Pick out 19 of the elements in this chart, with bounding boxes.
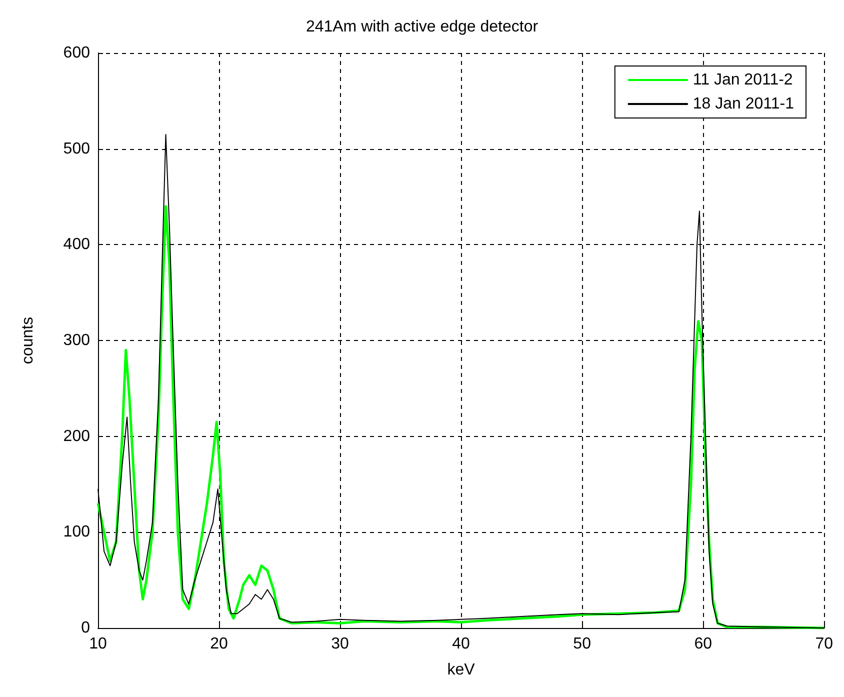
legend-label: 11 Jan 2011-2 — [692, 72, 793, 88]
x-tick-label: 10 — [89, 636, 107, 652]
x-tick-label: 30 — [331, 636, 350, 652]
y-tick-label: 500 — [63, 140, 90, 158]
x-tick-label: 20 — [210, 636, 228, 652]
x-tick-label: 70 — [815, 636, 834, 652]
y-axis-title: counts — [20, 316, 36, 364]
x-tick-label: 50 — [573, 636, 592, 652]
chart-title: 241Am with active edge detector — [306, 18, 539, 36]
y-tick-label: 600 — [63, 44, 90, 62]
y-tick-label: 200 — [63, 428, 90, 445]
y-tick-label: 100 — [63, 524, 90, 541]
y-tick-label: 300 — [63, 332, 90, 349]
x-axis-title: keV — [447, 662, 476, 678]
legend-label: 18 Jan 2011-1 — [692, 96, 794, 112]
x-tick-label: 40 — [452, 636, 470, 652]
y-tick-label: 400 — [63, 236, 90, 254]
x-tick-label: 60 — [694, 636, 712, 652]
y-tick-label: 0 — [81, 620, 90, 636]
